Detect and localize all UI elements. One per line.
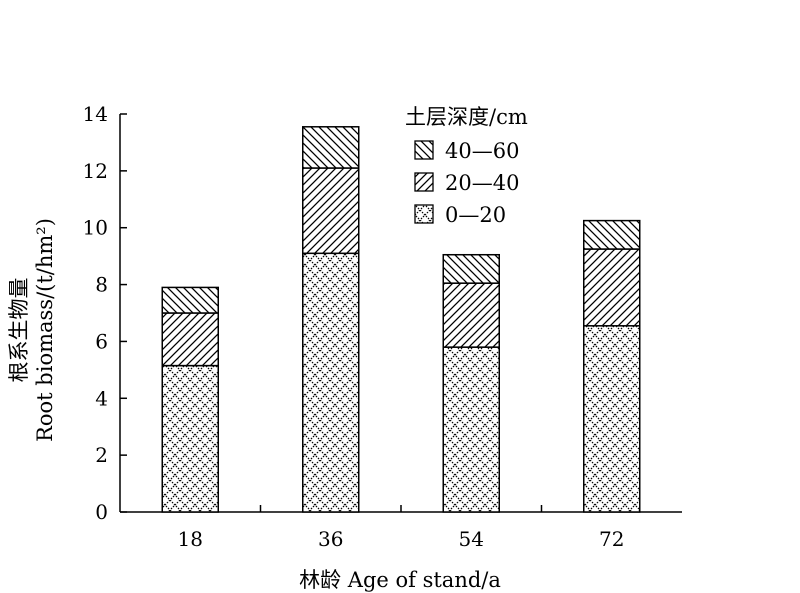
- y-tick-label: 8: [95, 273, 108, 297]
- legend-swatch-0—20: [414, 204, 434, 224]
- bar-segment-18-0—20: [161, 364, 219, 513]
- y-axis-title-cn: 根系生物量: [7, 278, 31, 383]
- bar-segment-36-0—20: [302, 252, 360, 513]
- y-axis-label: 根系生物量 Root biomass/(t/hm²): [7, 218, 57, 442]
- legend-label: 40—60: [445, 139, 519, 163]
- legend-swatch-40—60: [414, 140, 434, 160]
- bar-segment-72-20—40: [583, 248, 641, 327]
- x-tick-label: 18: [178, 527, 203, 551]
- legend-label: 20—40: [445, 171, 519, 195]
- bar-segment-18-20—40: [161, 312, 219, 367]
- y-tick-label: 0: [95, 500, 108, 524]
- bar-segment-36-40—60: [302, 126, 360, 169]
- y-axis-title-en: Root biomass/(t/hm²): [33, 218, 57, 442]
- y-tick-label: 10: [83, 216, 108, 240]
- y-tick-label: 2: [95, 443, 108, 467]
- bar-segment-54-0—20: [442, 346, 500, 513]
- y-tick-label: 4: [95, 386, 108, 410]
- legend-swatch-20—40: [414, 172, 434, 192]
- legend-label: 0—20: [445, 203, 506, 227]
- legend-title: 土层深度/cm: [405, 105, 528, 129]
- x-tick-label: 54: [459, 527, 484, 551]
- bar-segment-54-20—40: [442, 282, 500, 348]
- y-tick-label: 14: [83, 102, 108, 126]
- y-tick-label: 6: [95, 329, 108, 353]
- legend: 土层深度/cm 40—60 20—40 0—20: [405, 105, 528, 227]
- bar-segment-18-40—60: [161, 286, 219, 314]
- y-tick-label: 12: [83, 159, 108, 183]
- x-tick-label: 72: [599, 527, 624, 551]
- bar-segment-72-0—20: [583, 325, 641, 513]
- bars: 18 36 54 72: [161, 126, 641, 551]
- bar-segment-54-40—60: [442, 253, 500, 284]
- x-axis-title: 林龄 Age of stand/a: [299, 568, 501, 592]
- x-tick-label: 36: [318, 527, 343, 551]
- bar-segment-36-20—40: [302, 167, 360, 255]
- bar-segment-72-40—60: [583, 219, 641, 250]
